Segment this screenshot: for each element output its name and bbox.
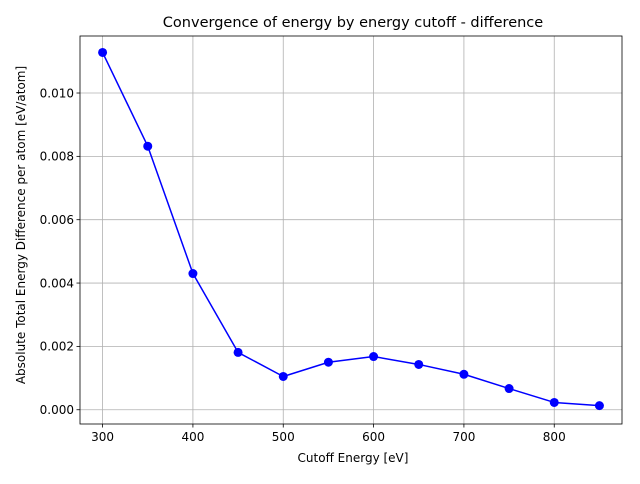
y-axis-label: Absolute Total Energy Difference per ato… (14, 66, 28, 384)
x-tick-label: 400 (181, 430, 204, 444)
series-line (101, 52, 600, 407)
data-point (278, 371, 288, 381)
data-point (549, 397, 559, 407)
data-point (98, 47, 108, 57)
x-tick-label: 800 (543, 430, 566, 444)
data-point (143, 141, 153, 151)
axes-frame (79, 35, 623, 425)
tick-layer: 300 400 500 600 700 800 0.000 0.002 0.004 0.006 0.… (40, 86, 566, 444)
data-point (188, 269, 198, 279)
chart-title: Convergence of energy by energy cutoff -… (163, 15, 543, 31)
x-tick-label: 300 (91, 430, 114, 444)
x-tick-label: 500 (272, 430, 295, 444)
grid-layer (80, 36, 622, 424)
data-point (594, 401, 604, 411)
data-point (414, 359, 424, 369)
series-layer (98, 47, 604, 411)
y-tick-label: 0.006 (40, 213, 74, 227)
y-tick-label: 0.004 (40, 276, 74, 290)
y-tick-label: 0.008 (40, 150, 74, 164)
y-tick-label: 0.010 (40, 86, 74, 100)
y-tick-label: 0.000 (40, 403, 74, 417)
data-point (504, 384, 514, 394)
data-point (233, 347, 243, 357)
data-point (369, 352, 379, 362)
y-tick-label: 0.002 (40, 340, 74, 354)
data-point (459, 369, 469, 379)
x-axis-label: Cutoff Energy [eV] (298, 451, 409, 465)
x-tick-label: 600 (362, 430, 385, 444)
data-point (323, 357, 333, 367)
x-tick-label: 700 (452, 430, 475, 444)
